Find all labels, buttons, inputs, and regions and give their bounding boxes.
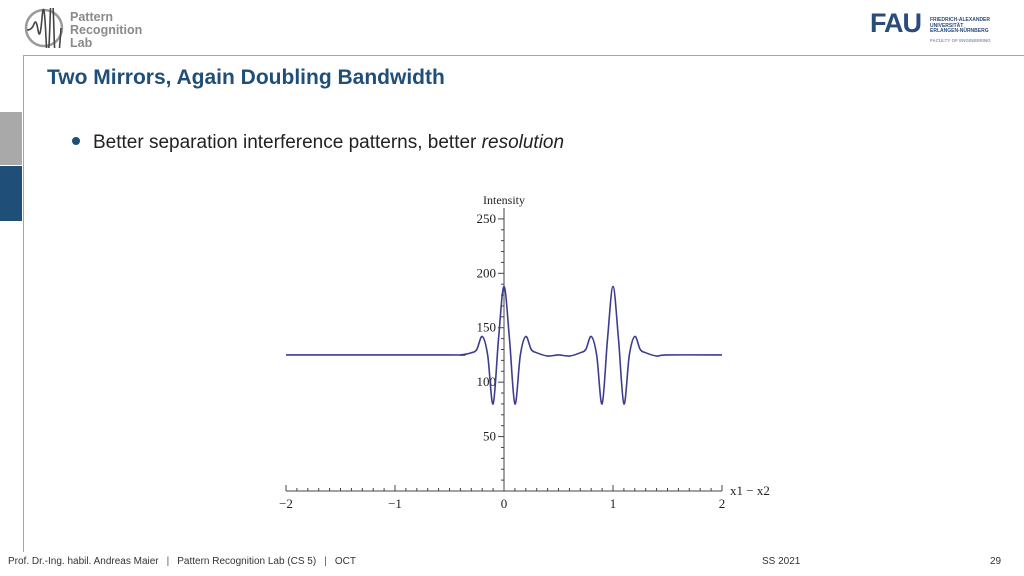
fau-line-3: ERLANGEN-NÜRNBERG xyxy=(930,28,989,35)
x-tick-label: 2 xyxy=(719,496,726,511)
fau-mark: FAU xyxy=(870,8,922,38)
footer-left: Prof. Dr.-Ing. habil. Andreas Maier | Patt… xyxy=(8,556,356,567)
logo-line-2: Recognition xyxy=(70,23,143,37)
logo-line-1: Pattern xyxy=(70,10,114,24)
y-tick-label: 150 xyxy=(477,320,497,335)
footer-author: Prof. Dr.-Ing. habil. Andreas Maier xyxy=(8,556,159,567)
footer-separator: | xyxy=(166,556,170,567)
x-tick-label: 1 xyxy=(610,496,617,511)
logo-line-3: Lab xyxy=(70,36,93,50)
bullet-item: Better separation interference patterns,… xyxy=(72,132,564,154)
y-tick-label: 100 xyxy=(477,374,497,389)
y-tick-label: 200 xyxy=(477,265,497,280)
x-axis-label: x1 − x2 xyxy=(730,483,770,498)
bullet-emphasis: resolution xyxy=(481,132,565,153)
x-tick-label: −1 xyxy=(388,496,402,511)
pattern-recognition-lab-logo: Pattern Recognition Lab xyxy=(24,8,154,54)
footer-topic: OCT xyxy=(334,556,356,567)
side-marker-blue xyxy=(0,166,22,221)
side-marker-grey xyxy=(0,112,22,165)
bullet-text: Better separation interference patterns,… xyxy=(93,132,482,153)
y-tick-label: 250 xyxy=(477,211,497,226)
y-tick-label: 50 xyxy=(483,429,496,444)
footer-page-number: 29 xyxy=(990,556,1002,567)
slide-title: Two Mirrors, Again Doubling Bandwidth xyxy=(47,66,445,89)
fau-line-2: UNIVERSITÄT xyxy=(930,22,964,29)
footer-lab: Pattern Recognition Lab (CS 5) xyxy=(177,556,317,567)
bullet-dot-icon xyxy=(72,136,80,145)
y-axis-label: Intensity xyxy=(483,193,525,207)
fau-line-1: FRIEDRICH-ALEXANDER xyxy=(930,17,990,23)
fau-logo: FAU FRIEDRICH-ALEXANDER UNIVERSITÄT ERLA… xyxy=(870,8,1010,48)
intensity-series-line xyxy=(286,285,723,405)
logo-waveform-icon xyxy=(24,8,64,48)
footer-semester: SS 2021 xyxy=(762,556,801,567)
slide-frame xyxy=(23,55,1024,552)
fau-faculty: FACULTY OF ENGINEERING xyxy=(930,38,991,43)
footer-separator: | xyxy=(324,556,327,567)
x-tick-label: 0 xyxy=(501,496,508,511)
x-tick-label: −2 xyxy=(279,496,293,511)
